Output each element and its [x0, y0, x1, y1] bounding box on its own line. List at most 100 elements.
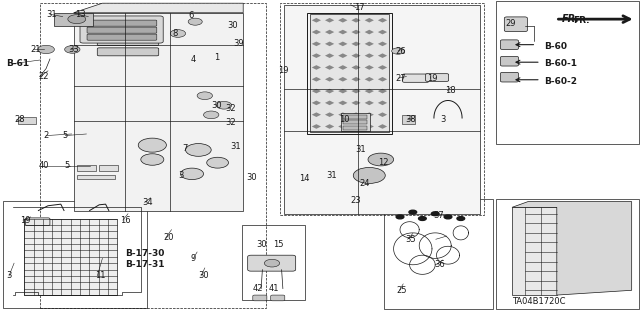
Text: 21: 21 — [31, 45, 41, 54]
Polygon shape — [351, 65, 361, 70]
Text: 32: 32 — [225, 118, 236, 127]
Polygon shape — [378, 30, 387, 34]
Bar — [40, 3, 266, 308]
Text: 38: 38 — [405, 115, 416, 124]
Polygon shape — [338, 124, 348, 129]
Text: 36: 36 — [434, 260, 445, 269]
Circle shape — [170, 30, 186, 37]
Text: 22: 22 — [38, 72, 49, 81]
Polygon shape — [312, 77, 321, 82]
Polygon shape — [351, 30, 361, 34]
Text: 5: 5 — [63, 131, 68, 140]
Text: 27: 27 — [396, 74, 406, 83]
Circle shape — [197, 92, 212, 100]
Polygon shape — [378, 124, 387, 129]
Circle shape — [38, 45, 54, 54]
Text: 12: 12 — [378, 158, 388, 167]
Polygon shape — [325, 53, 334, 58]
Polygon shape — [74, 13, 243, 211]
Text: 33: 33 — [68, 45, 79, 54]
Polygon shape — [74, 3, 243, 13]
Text: 32: 32 — [225, 104, 236, 113]
Polygon shape — [338, 112, 348, 117]
Text: 30: 30 — [211, 101, 222, 110]
Text: 31: 31 — [326, 171, 337, 180]
Circle shape — [353, 167, 385, 183]
Polygon shape — [365, 89, 374, 93]
Bar — [343, 120, 367, 124]
Text: B-60-2: B-60-2 — [544, 77, 577, 86]
Circle shape — [188, 18, 202, 25]
FancyBboxPatch shape — [80, 16, 163, 43]
Polygon shape — [365, 112, 374, 117]
Text: 24: 24 — [360, 179, 370, 188]
Polygon shape — [378, 53, 387, 58]
Polygon shape — [338, 100, 348, 105]
Polygon shape — [312, 112, 321, 117]
Text: 4: 4 — [191, 55, 196, 63]
FancyBboxPatch shape — [504, 17, 527, 32]
FancyBboxPatch shape — [87, 27, 157, 33]
Polygon shape — [325, 112, 334, 117]
Text: B-60-1: B-60-1 — [544, 59, 577, 68]
Text: 3: 3 — [440, 115, 445, 124]
Bar — [3, 201, 147, 308]
Polygon shape — [325, 30, 334, 34]
Polygon shape — [365, 100, 374, 105]
Text: 6: 6 — [189, 11, 194, 20]
FancyBboxPatch shape — [248, 255, 296, 271]
Text: B-60: B-60 — [544, 42, 567, 51]
Text: 28: 28 — [14, 115, 25, 124]
Polygon shape — [351, 100, 361, 105]
Polygon shape — [365, 41, 374, 46]
Text: 8: 8 — [173, 29, 178, 38]
Polygon shape — [338, 41, 348, 46]
Bar — [496, 1, 639, 144]
Bar — [341, 113, 370, 131]
Bar — [18, 117, 36, 124]
Text: 9: 9 — [191, 254, 196, 263]
FancyBboxPatch shape — [253, 295, 267, 301]
Polygon shape — [378, 18, 387, 23]
Text: 10: 10 — [339, 115, 349, 124]
Polygon shape — [365, 77, 374, 82]
Polygon shape — [325, 18, 334, 23]
Circle shape — [409, 210, 417, 214]
Polygon shape — [378, 41, 387, 46]
Text: 1: 1 — [214, 53, 220, 62]
Circle shape — [141, 154, 164, 165]
Text: 25: 25 — [397, 286, 407, 295]
Text: 20: 20 — [163, 233, 173, 242]
Polygon shape — [365, 18, 374, 23]
Circle shape — [419, 217, 426, 220]
Polygon shape — [312, 18, 321, 23]
Circle shape — [216, 101, 232, 109]
FancyBboxPatch shape — [403, 74, 429, 82]
FancyBboxPatch shape — [500, 40, 518, 49]
Bar — [384, 199, 493, 309]
Circle shape — [396, 215, 404, 219]
Polygon shape — [378, 112, 387, 117]
Text: 15: 15 — [273, 240, 284, 249]
Bar — [496, 199, 639, 309]
Text: 18: 18 — [445, 86, 456, 95]
FancyBboxPatch shape — [97, 48, 159, 56]
Circle shape — [431, 212, 439, 216]
Text: 31: 31 — [355, 145, 366, 154]
Text: 37: 37 — [433, 211, 444, 220]
Bar — [343, 126, 367, 130]
FancyBboxPatch shape — [97, 28, 159, 36]
FancyBboxPatch shape — [500, 72, 518, 82]
Polygon shape — [378, 77, 387, 82]
Text: 5: 5 — [64, 161, 69, 170]
Bar — [307, 13, 392, 134]
Circle shape — [186, 144, 211, 156]
FancyBboxPatch shape — [97, 38, 159, 46]
Text: 7: 7 — [182, 144, 188, 153]
FancyBboxPatch shape — [87, 20, 157, 26]
Text: 31: 31 — [230, 142, 241, 151]
Polygon shape — [365, 53, 374, 58]
Text: FR.: FR. — [573, 16, 589, 25]
Polygon shape — [512, 202, 632, 295]
Circle shape — [204, 111, 219, 119]
